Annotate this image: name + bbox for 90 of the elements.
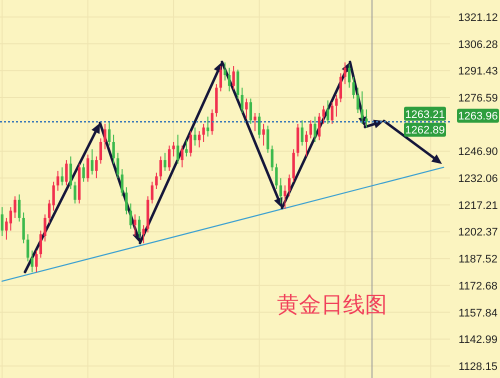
candlestick — [249, 98, 252, 124]
candlestick — [360, 90, 364, 124]
y-tick-label: 1202.37 — [458, 226, 498, 239]
candlestick — [300, 120, 304, 146]
candlestick — [86, 154, 90, 182]
candlestick — [164, 152, 166, 172]
candlestick — [65, 160, 68, 186]
candlestick — [150, 181, 154, 204]
candlestick — [99, 138, 102, 164]
candlestick — [26, 234, 30, 262]
candlestick — [228, 67, 231, 92]
candlestick — [104, 123, 106, 150]
candlestick — [74, 181, 76, 204]
candlestick — [356, 87, 360, 114]
candlestick — [330, 102, 334, 124]
candlestick — [318, 112, 321, 141]
y-tick-label: 1321.12 — [458, 12, 498, 24]
candlestick — [266, 125, 270, 154]
candlestick — [142, 224, 145, 244]
candlestick — [189, 130, 192, 157]
candlestick — [309, 120, 312, 139]
candlestick — [232, 66, 235, 90]
candlestick — [95, 156, 98, 179]
candlestick — [120, 168, 124, 197]
candlestick — [352, 76, 355, 100]
candlestick — [219, 66, 222, 92]
y-tick-label: 1187.52 — [458, 254, 498, 266]
candlestick — [180, 145, 184, 168]
candlestick — [279, 178, 282, 204]
candlestick — [322, 105, 325, 124]
candlestick — [35, 250, 38, 273]
candlestick — [69, 156, 72, 190]
candlestick — [202, 123, 205, 142]
candlestick — [284, 184, 286, 210]
candlestick — [22, 212, 25, 244]
candlestick — [108, 122, 111, 146]
candlestick — [56, 170, 60, 192]
candlestick — [348, 64, 351, 88]
y-tick-label: 1172.68 — [458, 280, 498, 292]
candlestick — [82, 163, 85, 182]
candlestick — [176, 134, 180, 164]
candlestick — [172, 141, 175, 157]
candlestick — [138, 216, 141, 238]
candlestick — [245, 98, 248, 119]
candlestick — [365, 108, 368, 128]
y-tick-label: 1246.90 — [458, 146, 498, 158]
candlestick — [0, 206, 4, 237]
candlestick — [270, 145, 274, 172]
text: 黄金日线图 — [277, 292, 387, 317]
candlestick — [224, 62, 226, 81]
y-tick-label: 1306.28 — [458, 38, 498, 51]
candlestick — [155, 172, 158, 190]
y-tick-label: 1232.06 — [458, 173, 498, 186]
candlestick — [60, 166, 64, 186]
candlestick — [236, 69, 240, 100]
candlestick — [344, 62, 346, 85]
annotation: 1262.89 — [405, 124, 445, 137]
candlestick — [30, 250, 34, 273]
candlestick — [288, 174, 291, 197]
candlestick — [185, 140, 188, 157]
candlestick — [198, 130, 201, 148]
candlestick — [194, 127, 196, 146]
candlestick — [262, 123, 265, 146]
candlestick — [18, 194, 21, 222]
candlestick — [326, 100, 330, 124]
candlestick — [240, 87, 244, 114]
y-tick-label: 1217.21 — [458, 200, 498, 212]
text: 1263.96 — [458, 110, 498, 123]
candlestick — [305, 130, 308, 157]
candlestick — [254, 112, 256, 132]
candlestick — [129, 202, 132, 230]
candlestick — [125, 186, 128, 215]
y-tick-label: 1276.59 — [458, 92, 498, 104]
ref-line-label: 1263.21 — [405, 109, 445, 122]
candlestick — [314, 116, 316, 142]
candlestick — [112, 134, 115, 164]
y-tick-label: 1128.15 — [458, 360, 498, 373]
candlestick — [206, 116, 210, 138]
candlestick — [275, 163, 278, 190]
y-tick-label: 1291.43 — [458, 66, 498, 78]
candlestick — [116, 152, 120, 179]
candlestick — [339, 72, 342, 103]
y-tick-label: 1142.99 — [458, 334, 498, 346]
candlestick — [168, 145, 171, 172]
candlestick — [258, 112, 261, 139]
candlestick — [90, 148, 94, 176]
y-tick-label: 1157.84 — [458, 307, 498, 320]
candlestick — [335, 94, 338, 118]
candlestick — [159, 156, 162, 180]
candlestick — [134, 214, 136, 237]
